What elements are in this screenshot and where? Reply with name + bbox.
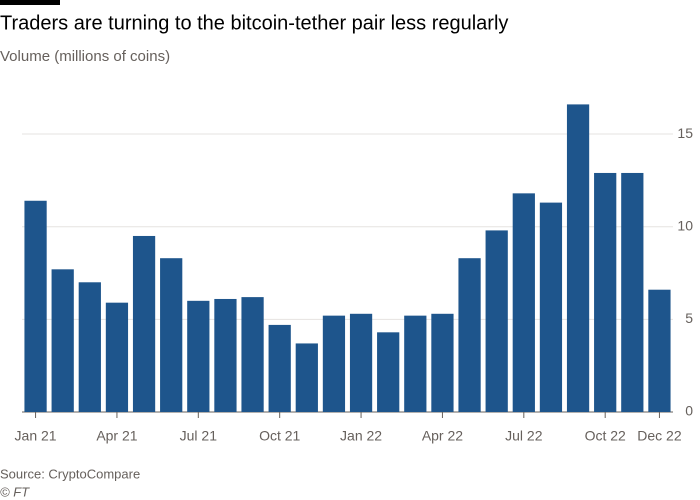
bar <box>241 297 264 412</box>
bar <box>621 172 644 412</box>
source: Source: CryptoCompare <box>0 466 140 481</box>
y-tick-label: 15 <box>677 125 693 141</box>
bar <box>268 324 291 412</box>
bar <box>214 298 237 412</box>
bar <box>295 343 318 412</box>
bar <box>24 200 47 412</box>
y-tick-label: 0 <box>685 403 693 419</box>
bar <box>105 302 129 412</box>
bar <box>187 300 210 412</box>
x-tick-label: Apr 22 <box>422 428 463 444</box>
bar <box>512 193 535 412</box>
credit: © FT <box>0 484 30 499</box>
bar <box>160 258 183 412</box>
x-tick-label: Jul 22 <box>505 428 543 444</box>
x-tick-label: Jan 22 <box>340 428 382 444</box>
x-tick-label: Jan 21 <box>15 428 57 444</box>
bar <box>51 269 74 412</box>
y-tick-label: 10 <box>677 217 693 233</box>
bar <box>594 172 617 412</box>
bar <box>566 104 590 412</box>
y-tick-label: 5 <box>685 310 693 326</box>
bar <box>349 313 373 412</box>
bar <box>78 282 101 412</box>
bar <box>404 315 427 412</box>
x-tick-label: Jul 21 <box>180 428 218 444</box>
x-tick-label: Dec 22 <box>637 428 682 444</box>
chart-subtitle: Volume (millions of coins) <box>0 48 170 65</box>
bar <box>377 332 400 412</box>
bar <box>431 313 454 412</box>
brand-bar <box>0 0 60 5</box>
bar <box>539 202 563 412</box>
x-tick-label: Oct 22 <box>585 428 626 444</box>
chart-title: Traders are turning to the bitcoin-tethe… <box>0 12 508 34</box>
bar <box>485 230 508 412</box>
x-tick-label: Apr 21 <box>96 428 137 444</box>
bar <box>132 235 156 412</box>
bar <box>458 258 481 412</box>
x-tick-label: Oct 21 <box>259 428 300 444</box>
bar <box>648 289 671 412</box>
bar <box>322 315 346 412</box>
